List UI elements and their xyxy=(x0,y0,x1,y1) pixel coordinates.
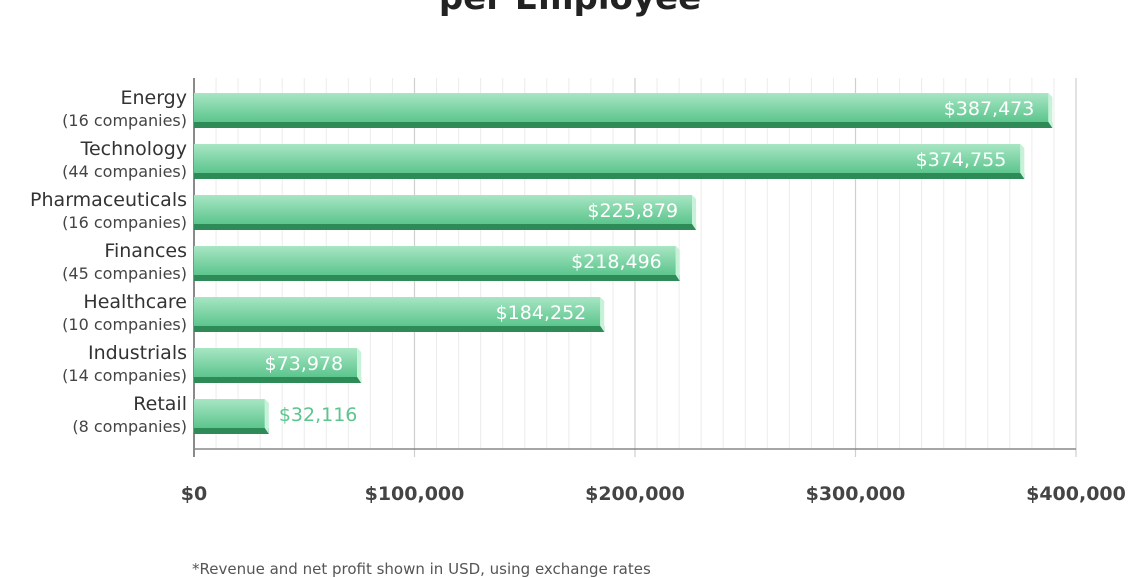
bar-shadow xyxy=(194,428,269,434)
category-label: Pharmaceuticals xyxy=(30,189,187,211)
bar-end-cap xyxy=(1020,144,1025,179)
bar-end-cap xyxy=(692,195,697,230)
category-sublabel: (8 companies) xyxy=(72,417,187,436)
x-tick-label: $300,000 xyxy=(806,483,906,505)
footnote: *Revenue and net profit shown in USD, us… xyxy=(192,560,651,578)
bar xyxy=(194,246,676,275)
category-sublabel: (10 companies) xyxy=(62,315,187,334)
category-sublabel: (14 companies) xyxy=(62,366,187,385)
x-tick-label: $0 xyxy=(181,483,207,505)
category-label: Technology xyxy=(80,138,187,160)
bar-shadow xyxy=(194,275,680,281)
bar-end-cap xyxy=(600,297,605,332)
category-label: Industrials xyxy=(88,342,187,364)
bar-end-cap xyxy=(1048,93,1053,128)
category-sublabel: (16 companies) xyxy=(62,111,187,130)
bar-end-cap xyxy=(264,399,269,434)
x-tick-label: $100,000 xyxy=(365,483,465,505)
category-label: Finances xyxy=(104,240,187,262)
bar-value-label: $225,879 xyxy=(587,200,678,222)
bar-value-label: $73,978 xyxy=(265,353,344,375)
bar-shadow xyxy=(194,377,362,383)
bar-value-label: $374,755 xyxy=(916,149,1007,171)
category-label: Healthcare xyxy=(83,291,187,313)
bar xyxy=(194,348,358,377)
bar-value-label: $218,496 xyxy=(571,251,662,273)
bar xyxy=(194,195,693,224)
bar xyxy=(194,93,1049,122)
x-tick-label: $200,000 xyxy=(585,483,685,505)
bar-shadow xyxy=(194,173,1025,179)
bar xyxy=(194,144,1021,173)
category-sublabel: (44 companies) xyxy=(62,162,187,181)
bar-value-label: $387,473 xyxy=(944,98,1035,120)
bar-shadow xyxy=(194,224,697,230)
category-label: Energy xyxy=(120,87,187,109)
category-label: Retail xyxy=(133,393,187,415)
bar-end-cap xyxy=(675,246,680,281)
bar-shadow xyxy=(194,122,1053,128)
category-sublabel: (16 companies) xyxy=(62,213,187,232)
x-tick-label: $400,000 xyxy=(1026,483,1126,505)
bar-value-label: $184,252 xyxy=(496,302,587,324)
bar-end-cap xyxy=(357,348,362,383)
chart-title: per Employee xyxy=(0,0,1140,18)
bar xyxy=(194,399,265,428)
bar xyxy=(194,297,601,326)
bar-value-label: $32,116 xyxy=(279,404,358,426)
category-sublabel: (45 companies) xyxy=(62,264,187,283)
bar-shadow xyxy=(194,326,605,332)
